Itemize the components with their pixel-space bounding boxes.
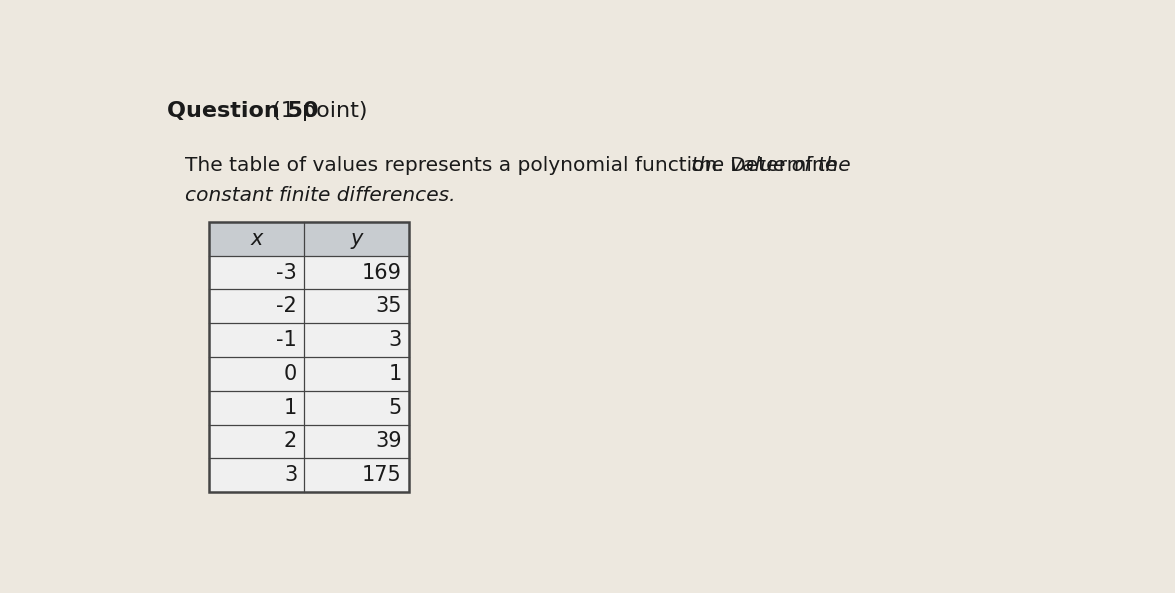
Text: the value of the: the value of the bbox=[691, 155, 851, 174]
Bar bbox=[209, 357, 304, 391]
Text: 169: 169 bbox=[362, 263, 402, 282]
Text: -2: -2 bbox=[276, 296, 297, 316]
Bar bbox=[304, 323, 409, 357]
Bar bbox=[209, 425, 304, 458]
Text: 175: 175 bbox=[362, 466, 402, 485]
Bar bbox=[209, 256, 304, 289]
Text: The table of values represents a polynomial function. Determine: The table of values represents a polynom… bbox=[186, 155, 844, 174]
Bar bbox=[304, 391, 409, 425]
Text: 3: 3 bbox=[284, 466, 297, 485]
Bar bbox=[304, 425, 409, 458]
Bar bbox=[209, 222, 304, 256]
Bar bbox=[304, 256, 409, 289]
Text: -3: -3 bbox=[276, 263, 297, 282]
Text: 39: 39 bbox=[375, 432, 402, 451]
Text: 2: 2 bbox=[284, 432, 297, 451]
Text: 3: 3 bbox=[389, 330, 402, 350]
Text: 35: 35 bbox=[375, 296, 402, 316]
Text: 1: 1 bbox=[284, 398, 297, 417]
Bar bbox=[304, 222, 409, 256]
Text: constant finite differences.: constant finite differences. bbox=[186, 186, 456, 205]
Text: Question 50: Question 50 bbox=[167, 101, 318, 121]
Text: x: x bbox=[250, 229, 263, 248]
Text: 0: 0 bbox=[284, 364, 297, 384]
Bar bbox=[209, 289, 304, 323]
Text: 1: 1 bbox=[389, 364, 402, 384]
Bar bbox=[209, 391, 304, 425]
Text: y: y bbox=[350, 229, 363, 248]
Bar bbox=[209, 323, 304, 357]
Text: 5: 5 bbox=[389, 398, 402, 417]
Text: (1 point): (1 point) bbox=[266, 101, 368, 121]
Bar bbox=[304, 458, 409, 492]
Bar bbox=[304, 357, 409, 391]
Text: -1: -1 bbox=[276, 330, 297, 350]
Bar bbox=[209, 458, 304, 492]
Bar bbox=[304, 289, 409, 323]
